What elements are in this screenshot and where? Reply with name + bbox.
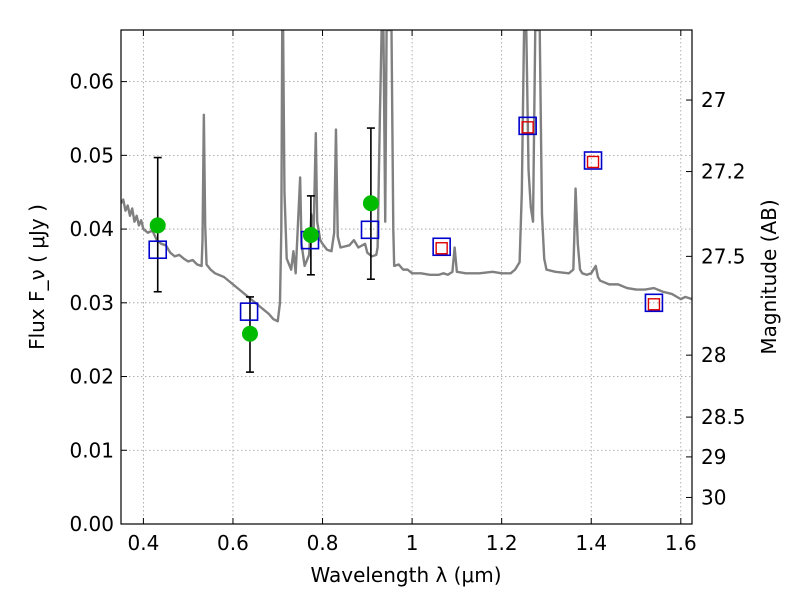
y-tick-label: 0.00	[69, 512, 114, 536]
y2-tick-label: 29	[701, 445, 726, 469]
x-tick-label: 1.4	[575, 531, 607, 555]
observed-flux-point	[362, 195, 379, 212]
x-tick-label: 1.6	[665, 531, 697, 555]
predicted-marker	[647, 298, 661, 311]
predicted-marker	[435, 242, 448, 255]
predicted-marker	[521, 121, 534, 134]
y-axis-ticks: 0.00 0.01 0.02 0.03 0.04 0.05 0.06	[69, 70, 127, 536]
model-spectrum-line	[121, 30, 692, 323]
x-tick-label: 0.8	[307, 531, 339, 555]
y2-tick-label: 27.2	[701, 160, 746, 184]
y2-tick-label: 28	[701, 343, 726, 367]
plot-frame	[120, 29, 693, 525]
observed-flux-point	[149, 217, 166, 234]
x-axis-ticks: 0.4 0.6 0.8 1 1.2 1.4 1.6	[127, 30, 697, 555]
model-band-marker	[518, 116, 537, 136]
y2-axis-ticks: 27 27.2 27.5 28 28.5 29 30	[686, 88, 746, 509]
model-band-marker	[644, 293, 664, 313]
model-band-marker	[148, 240, 168, 260]
plot-area	[121, 30, 692, 373]
y-tick-label: 0.06	[69, 70, 114, 94]
observed-flux-point	[302, 226, 319, 243]
y-axis-label: Flux F_ν ( μJy )	[25, 204, 49, 350]
model-band-marker	[239, 302, 259, 321]
model-band-marker	[583, 151, 603, 170]
grid-lines	[121, 30, 692, 525]
x-tick-label: 1.2	[486, 531, 518, 555]
x-tick-label: 0.4	[127, 531, 159, 555]
y-tick-label: 0.02	[69, 365, 114, 389]
model-band-marker	[432, 237, 451, 257]
predicted-marker	[586, 155, 600, 169]
y2-tick-label: 28.5	[701, 405, 746, 429]
x-axis-label: Wavelength λ (μm)	[310, 563, 501, 587]
model-band-marker	[360, 220, 380, 240]
x-tick-label: 0.6	[217, 531, 249, 555]
y-tick-label: 0.04	[69, 217, 114, 241]
y2-tick-label: 27	[701, 88, 726, 112]
y2-tick-label: 30	[701, 485, 726, 509]
x-tick-label: 1	[406, 531, 419, 555]
y2-tick-label: 27.5	[701, 244, 746, 268]
y-tick-label: 0.01	[69, 438, 114, 462]
y2-axis-label: Magnitude (AB)	[757, 199, 781, 354]
observed-flux-point	[241, 325, 258, 342]
y-tick-label: 0.05	[69, 143, 114, 167]
y-tick-label: 0.03	[69, 291, 114, 315]
